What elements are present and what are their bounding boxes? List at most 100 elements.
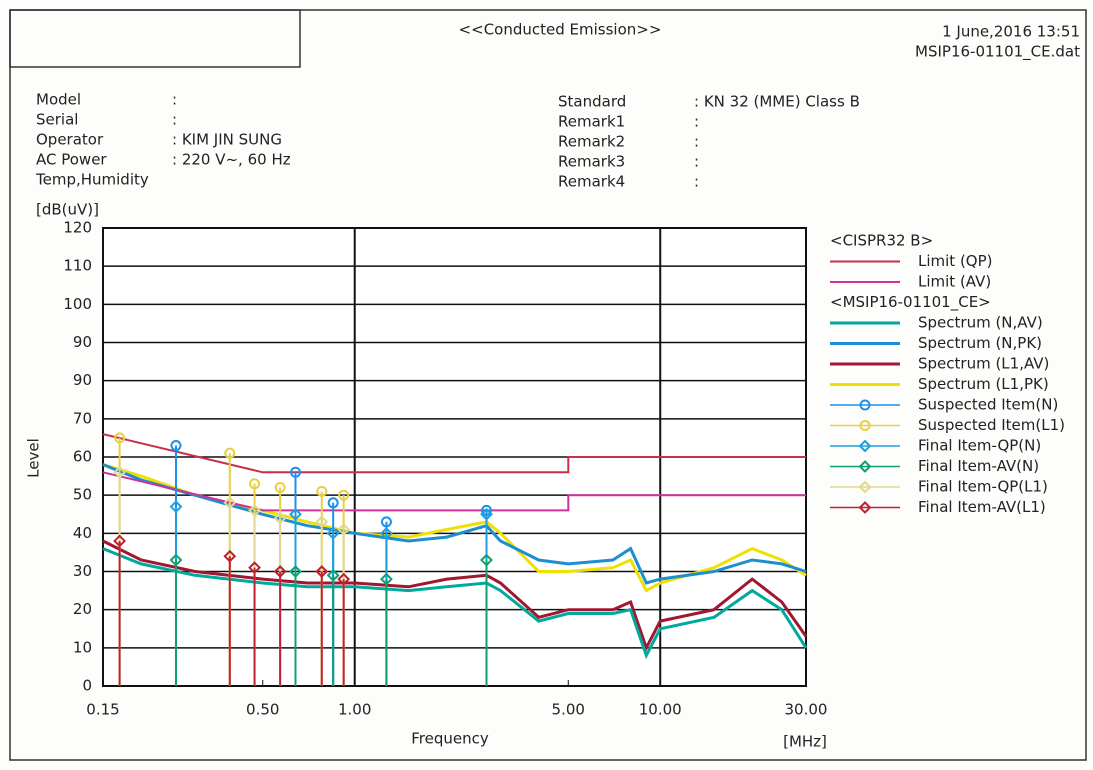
item-marker	[380, 516, 392, 528]
info-label: AC Power	[36, 151, 107, 169]
legend-group-title: <MSIP16-01101_CE>	[830, 293, 991, 312]
item-marker	[274, 482, 286, 494]
report-title: <<Conducted Emission>>	[459, 21, 662, 39]
item-marker	[315, 565, 329, 578]
info-value: :	[694, 133, 699, 151]
legend-marker	[858, 501, 872, 514]
info-label: Operator	[36, 131, 104, 149]
item-marker	[113, 465, 127, 479]
info-label: Remark3	[558, 153, 625, 171]
frame	[9, 9, 1087, 761]
legend-label: Suspected Item(L1)	[918, 416, 1065, 434]
info-label: Remark1	[558, 113, 625, 131]
y-tick-label: 20	[73, 600, 92, 618]
legend-label: Limit (QP)	[918, 252, 993, 270]
y-unit: [dB(uV)]	[36, 201, 99, 219]
info-label: Model	[36, 91, 81, 109]
item-marker	[289, 565, 302, 578]
y-tick-label: 60	[73, 448, 92, 466]
item-marker	[170, 440, 182, 452]
legend-label: Spectrum (N,AV)	[918, 314, 1043, 332]
info-label: Temp,Humidity	[35, 171, 149, 189]
info-value: : KN 32 (MME) Class B	[694, 93, 860, 111]
spectrum-line	[102, 547, 808, 660]
limit-line	[102, 471, 806, 512]
item-marker	[290, 466, 302, 478]
item-marker	[326, 568, 340, 582]
y-tick-label: 90	[73, 371, 92, 389]
item-marker	[113, 534, 127, 548]
item-marker	[224, 447, 236, 459]
item-marker	[337, 523, 351, 536]
legend-label: Final Item-AV(L1)	[918, 498, 1046, 516]
info-value: :	[694, 113, 699, 131]
legend-marker	[858, 460, 872, 473]
item-marker	[327, 497, 339, 509]
x-tick-label: 30.00	[785, 701, 828, 719]
item-marker	[337, 572, 351, 586]
y-tick-label: 0	[82, 677, 92, 695]
report-file: MSIP16-01101_CE.dat	[915, 43, 1080, 62]
item-marker	[380, 526, 393, 540]
y-tick-label: 110	[63, 257, 92, 275]
item-marker	[114, 432, 126, 444]
item-marker	[223, 549, 237, 563]
x-tick-label: 10.00	[639, 701, 682, 719]
y-tick-label: 90	[73, 333, 92, 351]
legend-label: Final Item-QP(L1)	[918, 478, 1048, 496]
legend-marker	[859, 420, 871, 431]
spectrum-line	[102, 463, 807, 593]
item-marker	[316, 485, 328, 497]
info-label: Standard	[558, 93, 626, 111]
x-unit: [MHz]	[783, 733, 827, 751]
legend-label: Spectrum (L1,PK)	[918, 375, 1049, 393]
y-tick-label: 120	[63, 219, 92, 237]
item-marker	[315, 515, 329, 529]
info-label: Serial	[36, 111, 78, 129]
item-marker	[289, 507, 302, 521]
legend-label: Final Item-AV(N)	[918, 457, 1039, 475]
item-marker	[273, 511, 287, 525]
y-tick-label: 70	[73, 409, 92, 427]
logo-box	[9, 9, 301, 68]
limit-line	[102, 433, 806, 474]
item-marker	[223, 496, 237, 510]
info-value: :	[694, 173, 699, 191]
info-label: Remark2	[558, 133, 625, 151]
x-tick-label: 1.00	[338, 701, 371, 719]
y-tick-label: 40	[73, 524, 92, 542]
info-value: : KIM JIN SUNG	[172, 131, 282, 149]
x-axis-label: Frequency	[411, 730, 489, 748]
report-date: 1 June,2016 13:51	[942, 23, 1080, 41]
item-marker	[480, 553, 493, 567]
legend-group-title: <CISPR32 B>	[830, 232, 933, 250]
x-tick-label: 0.15	[86, 701, 119, 719]
legend-label: Spectrum (N,PK)	[918, 334, 1042, 352]
item-marker	[273, 565, 287, 578]
spectrum-line	[102, 539, 808, 652]
legend-label: Spectrum (L1,AV)	[918, 355, 1049, 373]
legend-label: Suspected Item(N)	[918, 396, 1058, 414]
x-tick-label: 0.50	[246, 701, 279, 719]
item-marker	[169, 500, 183, 514]
info-label: Remark4	[558, 173, 625, 191]
y-tick-label: 10	[73, 638, 92, 656]
info-value: :	[694, 153, 699, 171]
spectrum-line	[102, 463, 807, 585]
x-tick-label: 5.00	[552, 701, 585, 719]
legend-marker	[858, 480, 872, 494]
item-marker	[169, 553, 183, 567]
y-tick-label: 100	[63, 295, 92, 313]
item-marker	[380, 572, 393, 586]
item-marker	[338, 489, 350, 501]
item-marker	[480, 507, 493, 521]
y-tick-label: 50	[73, 486, 92, 504]
item-marker	[248, 504, 261, 517]
legend-marker	[859, 399, 871, 411]
item-marker	[249, 478, 261, 490]
legend-marker	[858, 439, 872, 453]
info-value: : 220 V~, 60 Hz	[172, 151, 291, 169]
legend-label: Limit (AV)	[918, 273, 991, 291]
